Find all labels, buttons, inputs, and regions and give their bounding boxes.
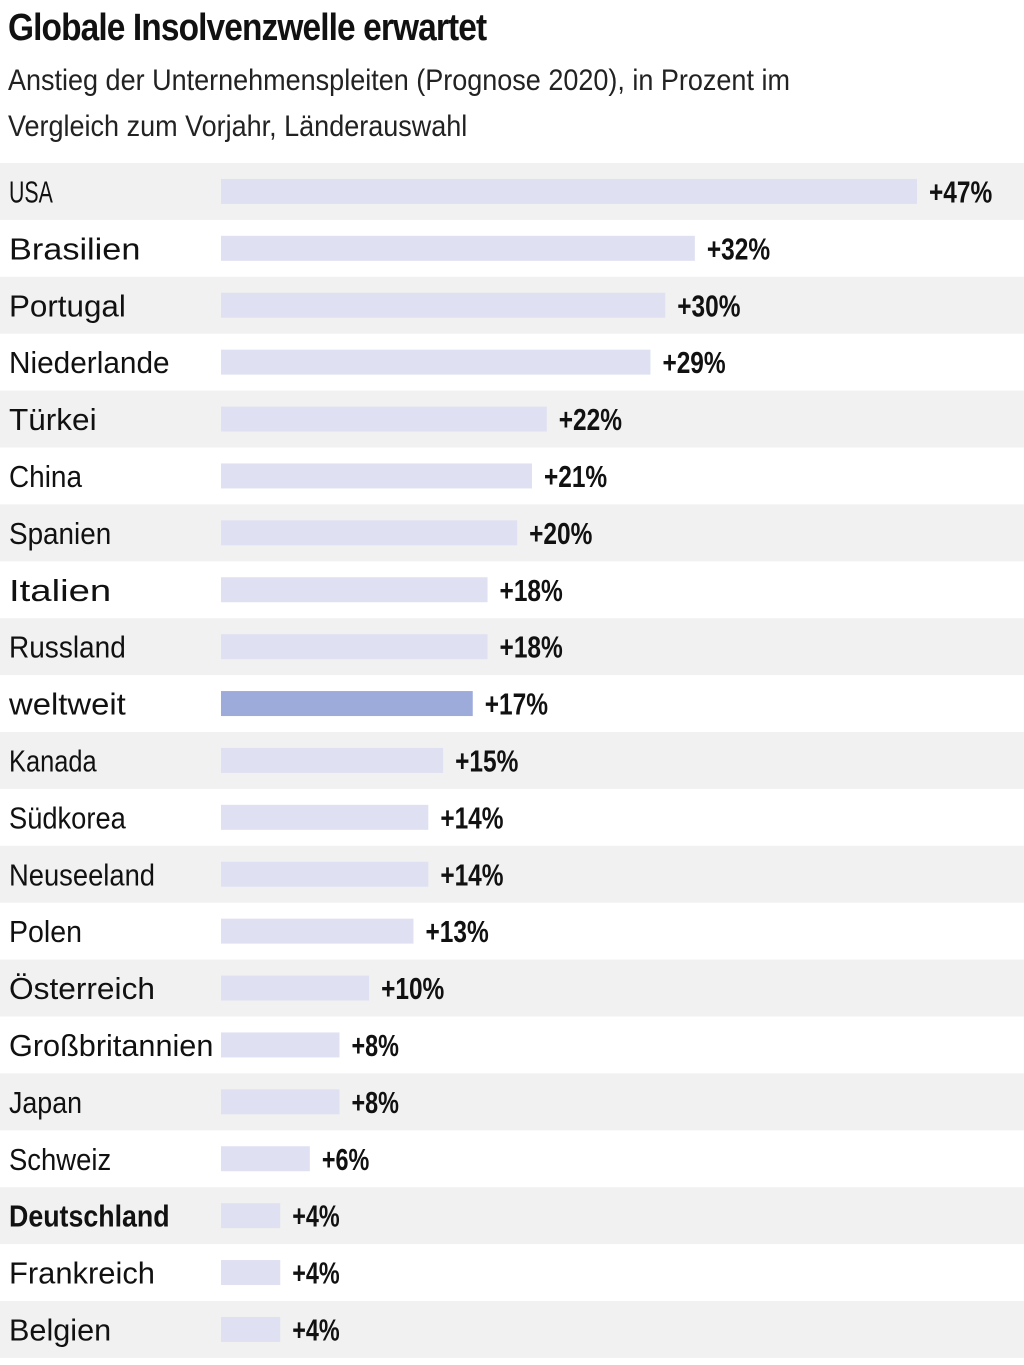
category-label: Brasilien bbox=[9, 231, 140, 266]
row-stripe bbox=[0, 1301, 1024, 1358]
value-label: +17% bbox=[485, 687, 548, 722]
category-label: Kanada bbox=[9, 743, 97, 778]
bar bbox=[221, 577, 488, 603]
bar bbox=[221, 1146, 310, 1172]
value-label: +22% bbox=[559, 402, 622, 437]
bar bbox=[221, 691, 473, 717]
row-stripe bbox=[0, 1187, 1024, 1245]
value-label: +14% bbox=[440, 857, 503, 892]
bar bbox=[221, 1316, 281, 1342]
bar bbox=[221, 349, 651, 375]
bar bbox=[221, 975, 370, 1001]
value-label: +15% bbox=[455, 743, 518, 778]
category-label: China bbox=[9, 459, 83, 494]
row-stripe bbox=[0, 732, 1024, 789]
bar bbox=[221, 463, 532, 489]
value-label: +32% bbox=[707, 231, 770, 266]
bar bbox=[221, 292, 666, 318]
chart-title: Globale Insolvenzwelle erwartet bbox=[8, 7, 487, 49]
bar bbox=[221, 804, 429, 830]
value-label: +29% bbox=[662, 345, 725, 380]
category-label: Japan bbox=[9, 1085, 82, 1120]
bar bbox=[221, 178, 917, 204]
value-label: +13% bbox=[426, 914, 489, 949]
bar bbox=[221, 1203, 281, 1229]
value-label: +21% bbox=[544, 459, 607, 494]
category-label: Niederlande bbox=[9, 345, 170, 380]
row-stripe bbox=[0, 845, 1024, 903]
category-label: Polen bbox=[9, 914, 82, 949]
category-label: Schweiz bbox=[9, 1142, 111, 1177]
value-label: +8% bbox=[351, 1028, 398, 1063]
row-stripe bbox=[0, 618, 1024, 676]
category-label: Neuseeland bbox=[9, 857, 155, 892]
bar bbox=[221, 918, 414, 944]
category-label: Belgien bbox=[9, 1312, 111, 1347]
bar bbox=[221, 1089, 340, 1115]
bar bbox=[221, 520, 518, 546]
category-label: Deutschland bbox=[9, 1199, 170, 1234]
bar-chart: USA +47% Brasilien +32% Portugal +30% Niederla… bbox=[0, 163, 1024, 1358]
category-label: Russland bbox=[9, 630, 126, 665]
category-label: Portugal bbox=[9, 288, 126, 323]
category-label: Österreich bbox=[9, 971, 155, 1006]
bar bbox=[221, 406, 547, 432]
category-label: Südkorea bbox=[9, 800, 126, 835]
chart-subtitle: Anstieg der Unternehmenspleiten (Prognos… bbox=[8, 64, 790, 143]
bar bbox=[221, 1032, 340, 1058]
category-label: USA bbox=[9, 174, 53, 209]
value-label: +30% bbox=[677, 288, 740, 323]
category-label: Türkei bbox=[9, 402, 97, 437]
value-label: +14% bbox=[440, 800, 503, 835]
category-label: Italien bbox=[9, 573, 111, 608]
row-stripe bbox=[0, 1073, 1024, 1131]
category-label: weltweit bbox=[8, 687, 126, 722]
value-label: +4% bbox=[292, 1256, 339, 1291]
value-label: +8% bbox=[351, 1085, 398, 1120]
value-label: +4% bbox=[292, 1312, 339, 1347]
bar bbox=[221, 634, 488, 660]
value-label: +18% bbox=[500, 630, 563, 665]
value-label: +10% bbox=[381, 971, 444, 1006]
category-label: Spanien bbox=[9, 516, 111, 551]
value-label: +6% bbox=[322, 1142, 369, 1177]
row-stripe bbox=[0, 959, 1024, 1017]
bar bbox=[221, 1260, 281, 1286]
value-label: +18% bbox=[500, 573, 563, 608]
value-label: +47% bbox=[929, 174, 992, 209]
value-label: +20% bbox=[529, 516, 592, 551]
value-label: +4% bbox=[292, 1199, 339, 1234]
bar bbox=[221, 747, 444, 773]
category-label: Großbritannien bbox=[9, 1028, 213, 1063]
category-label: Frankreich bbox=[9, 1256, 155, 1291]
bar bbox=[221, 861, 429, 887]
bar bbox=[221, 235, 695, 261]
